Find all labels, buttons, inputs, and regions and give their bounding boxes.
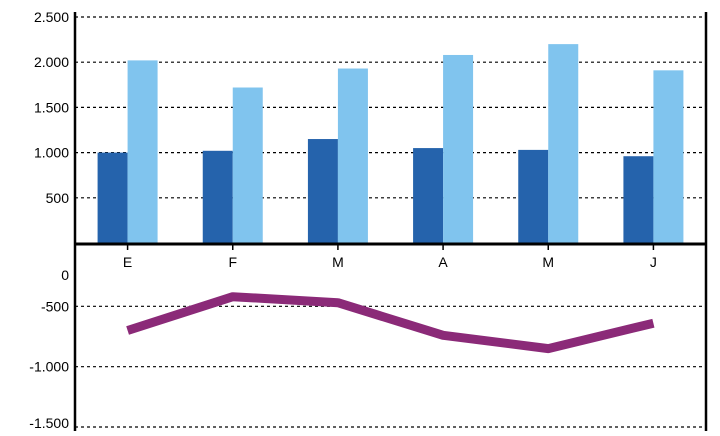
x-tick-label: M (332, 254, 344, 270)
bar-light-2 (338, 69, 368, 243)
bar-dark-4 (518, 150, 548, 243)
y-tick-label-top: 500 (46, 190, 70, 206)
bar-light-5 (653, 70, 683, 243)
y-tick-label-top: 1.000 (34, 145, 69, 161)
bar-light-1 (233, 88, 263, 243)
y-tick-label-top: 2.500 (34, 9, 69, 25)
bar-dark-3 (413, 148, 443, 243)
line-series (128, 297, 654, 349)
x-tick-label: E (123, 254, 132, 270)
bar-dark-1 (203, 151, 233, 243)
bar-dark-5 (623, 156, 653, 243)
y-tick-label-bottom: 0 (61, 267, 69, 283)
x-tick-label: F (228, 254, 237, 270)
y-tick-label-bottom: -1.500 (29, 415, 69, 431)
bar-dark-2 (308, 139, 338, 243)
x-tick-label: M (542, 254, 554, 270)
y-tick-label-top: 2.000 (34, 54, 69, 70)
x-tick-label: J (650, 254, 657, 270)
y-tick-label-bottom: -500 (41, 298, 69, 314)
x-tick-label: A (438, 254, 448, 270)
bar-dark-0 (98, 153, 128, 243)
bar-light-3 (443, 55, 473, 243)
y-tick-label-bottom: -1.000 (29, 359, 69, 375)
y-tick-label-top: 1.500 (34, 99, 69, 115)
bar-light-0 (128, 60, 158, 243)
bar-light-4 (548, 44, 578, 243)
